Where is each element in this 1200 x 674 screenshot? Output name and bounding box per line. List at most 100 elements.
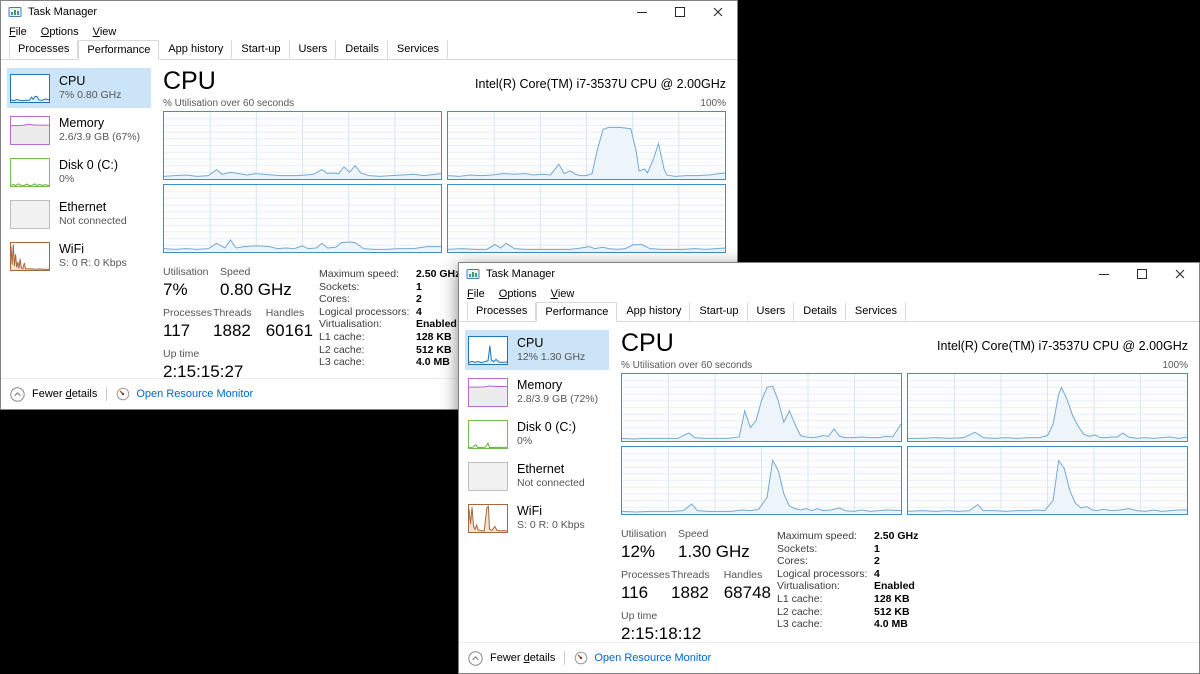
processor-name: Intel(R) Core(TM) i7-3537U CPU @ 2.00GHz bbox=[475, 77, 726, 91]
cpu-details-list: Maximum speed: 2.50 GHz Sockets: 1 Cores: 2… bbox=[777, 530, 919, 631]
sidebar-item-sub: Not connected bbox=[59, 215, 127, 227]
sidebar-item-disk[interactable]: Disk 0 (C:) 0% bbox=[465, 414, 609, 454]
ethernet-spark-chart bbox=[468, 461, 508, 491]
minimize-icon bbox=[1099, 273, 1109, 275]
uptime-label: Up time bbox=[163, 348, 200, 360]
utilisation-label: Utilisation bbox=[621, 528, 667, 540]
sidebar-item-memory[interactable]: Memory 2.8/3.9 GB (72%) bbox=[465, 372, 609, 412]
tab-start-up[interactable]: Start-up bbox=[232, 40, 290, 59]
sidebar-item-wifi[interactable]: WiFi S: 0 R: 0 Kbps bbox=[465, 498, 609, 538]
maximize-button[interactable] bbox=[1123, 263, 1161, 285]
task-manager-icon bbox=[8, 5, 22, 19]
title-bar[interactable]: Task Manager bbox=[459, 263, 1199, 285]
handles-label: Handles bbox=[723, 569, 763, 581]
tab-strip: Processes Performance App history Start-… bbox=[1, 40, 737, 60]
menu-options[interactable]: Options bbox=[498, 287, 537, 300]
graph-max-label: 100% bbox=[1162, 360, 1188, 371]
sidebar-item-sub: S: 0 R: 0 Kbps bbox=[517, 519, 585, 531]
cpu-core-graph-3[interactable] bbox=[163, 184, 442, 253]
tab-start-up[interactable]: Start-up bbox=[690, 302, 748, 321]
graph-max-label: 100% bbox=[700, 98, 726, 109]
tab-processes[interactable]: Processes bbox=[467, 302, 537, 321]
window-title: Task Manager bbox=[28, 6, 98, 18]
cpu-panel: CPU Intel(R) Core(TM) i7-3537U CPU @ 2.0… bbox=[615, 328, 1199, 643]
menu-view[interactable]: View bbox=[550, 287, 575, 300]
menu-view[interactable]: View bbox=[92, 25, 117, 38]
task-manager-window-front: Task Manager File Options View Processes… bbox=[458, 262, 1200, 674]
tab-app-history[interactable]: App history bbox=[159, 40, 233, 59]
tab-processes[interactable]: Processes bbox=[9, 40, 79, 59]
cpu-core-graph-4[interactable] bbox=[907, 446, 1188, 515]
sidebar-item-label: CPU bbox=[517, 336, 544, 350]
minimize-button[interactable] bbox=[1085, 263, 1123, 285]
speed-label: Speed bbox=[678, 528, 709, 540]
tab-users[interactable]: Users bbox=[748, 302, 795, 321]
sidebar-item-sub: Not connected bbox=[517, 477, 585, 489]
sidebar-item-cpu[interactable]: CPU 7% 0.80 GHz bbox=[7, 68, 151, 108]
gauge-icon bbox=[574, 651, 588, 665]
sidebar-item-memory[interactable]: Memory 2.6/3.9 GB (67%) bbox=[7, 110, 151, 150]
sidebar-item-wifi[interactable]: WiFi S: 0 R: 0 Kbps bbox=[7, 236, 151, 276]
tab-details[interactable]: Details bbox=[336, 40, 388, 59]
cpu-core-graph-3[interactable] bbox=[621, 446, 902, 515]
menu-file[interactable]: File bbox=[467, 287, 485, 300]
uptime-value: 2:15:18:12 bbox=[621, 624, 702, 643]
processes-value: 117 bbox=[163, 321, 191, 340]
cpu-core-graph-2[interactable] bbox=[907, 373, 1188, 442]
task-manager-icon bbox=[466, 267, 480, 281]
disk-spark-chart bbox=[10, 157, 50, 187]
close-button[interactable] bbox=[1161, 263, 1199, 285]
disk-spark-chart bbox=[468, 419, 508, 449]
tab-details[interactable]: Details bbox=[794, 302, 846, 321]
processor-name: Intel(R) Core(TM) i7-3537U CPU @ 2.00GHz bbox=[937, 339, 1188, 353]
speed-value: 1.30 GHz bbox=[678, 542, 750, 561]
menu-options[interactable]: Options bbox=[40, 25, 79, 38]
ethernet-spark-chart bbox=[10, 199, 50, 229]
fewer-details-button[interactable]: Fewer details bbox=[490, 652, 556, 664]
threads-label: Threads bbox=[213, 307, 252, 319]
fewer-details-button[interactable]: Fewer details bbox=[32, 388, 98, 400]
sidebar-item-ethernet[interactable]: Ethernet Not connected bbox=[465, 456, 609, 496]
tab-services[interactable]: Services bbox=[846, 302, 907, 321]
close-icon bbox=[1175, 269, 1185, 279]
sidebar-item-sub: 2.8/3.9 GB (72%) bbox=[517, 393, 599, 405]
performance-sidebar: CPU 7% 0.80 GHz Memory 2.6/3.9 GB (67%) Di… bbox=[1, 66, 157, 378]
maximize-button[interactable] bbox=[661, 1, 699, 23]
sidebar-item-label: CPU bbox=[59, 74, 86, 88]
close-button[interactable] bbox=[699, 1, 737, 23]
sidebar-item-label: Memory bbox=[59, 116, 105, 130]
open-resource-monitor-link[interactable]: Open Resource Monitor bbox=[594, 652, 712, 664]
wifi-spark-chart bbox=[468, 503, 508, 533]
title-bar[interactable]: Task Manager bbox=[1, 1, 737, 23]
cpu-core-graph-4[interactable] bbox=[447, 184, 726, 253]
sidebar-item-cpu[interactable]: CPU 12% 1.30 GHz bbox=[465, 330, 609, 370]
gauge-icon bbox=[116, 387, 130, 401]
memory-spark-chart bbox=[468, 377, 508, 407]
cpu-core-graph-1[interactable] bbox=[621, 373, 902, 442]
cpu-core-graph-1[interactable] bbox=[163, 111, 442, 180]
cpu-core-graph-2[interactable] bbox=[447, 111, 726, 180]
tab-users[interactable]: Users bbox=[290, 40, 337, 59]
sidebar-item-disk[interactable]: Disk 0 (C:) 0% bbox=[7, 152, 151, 192]
tab-performance[interactable]: Performance bbox=[536, 302, 618, 322]
tab-services[interactable]: Services bbox=[388, 40, 449, 59]
tab-performance[interactable]: Performance bbox=[78, 40, 160, 60]
page-title: CPU bbox=[163, 67, 216, 95]
sidebar-item-label: Disk 0 (C:) bbox=[517, 420, 577, 434]
menu-bar: File Options View bbox=[1, 23, 737, 40]
processes-value: 116 bbox=[621, 583, 649, 602]
threads-value: 1882 bbox=[671, 583, 709, 602]
open-resource-monitor-link[interactable]: Open Resource Monitor bbox=[136, 388, 254, 400]
minimize-button[interactable] bbox=[623, 1, 661, 23]
tab-app-history[interactable]: App history bbox=[617, 302, 691, 321]
tab-strip: Processes Performance App history Start-… bbox=[459, 302, 1199, 322]
uptime-label: Up time bbox=[621, 610, 658, 622]
maximize-icon bbox=[675, 7, 685, 17]
sidebar-item-sub: 0% bbox=[517, 435, 533, 447]
sidebar-item-sub: S: 0 R: 0 Kbps bbox=[59, 257, 127, 269]
memory-spark-chart bbox=[10, 115, 50, 145]
menu-file[interactable]: File bbox=[9, 25, 27, 38]
graph-axis-label: % Utilisation over 60 seconds bbox=[163, 98, 295, 109]
sidebar-item-ethernet[interactable]: Ethernet Not connected bbox=[7, 194, 151, 234]
minimize-icon bbox=[637, 11, 647, 13]
